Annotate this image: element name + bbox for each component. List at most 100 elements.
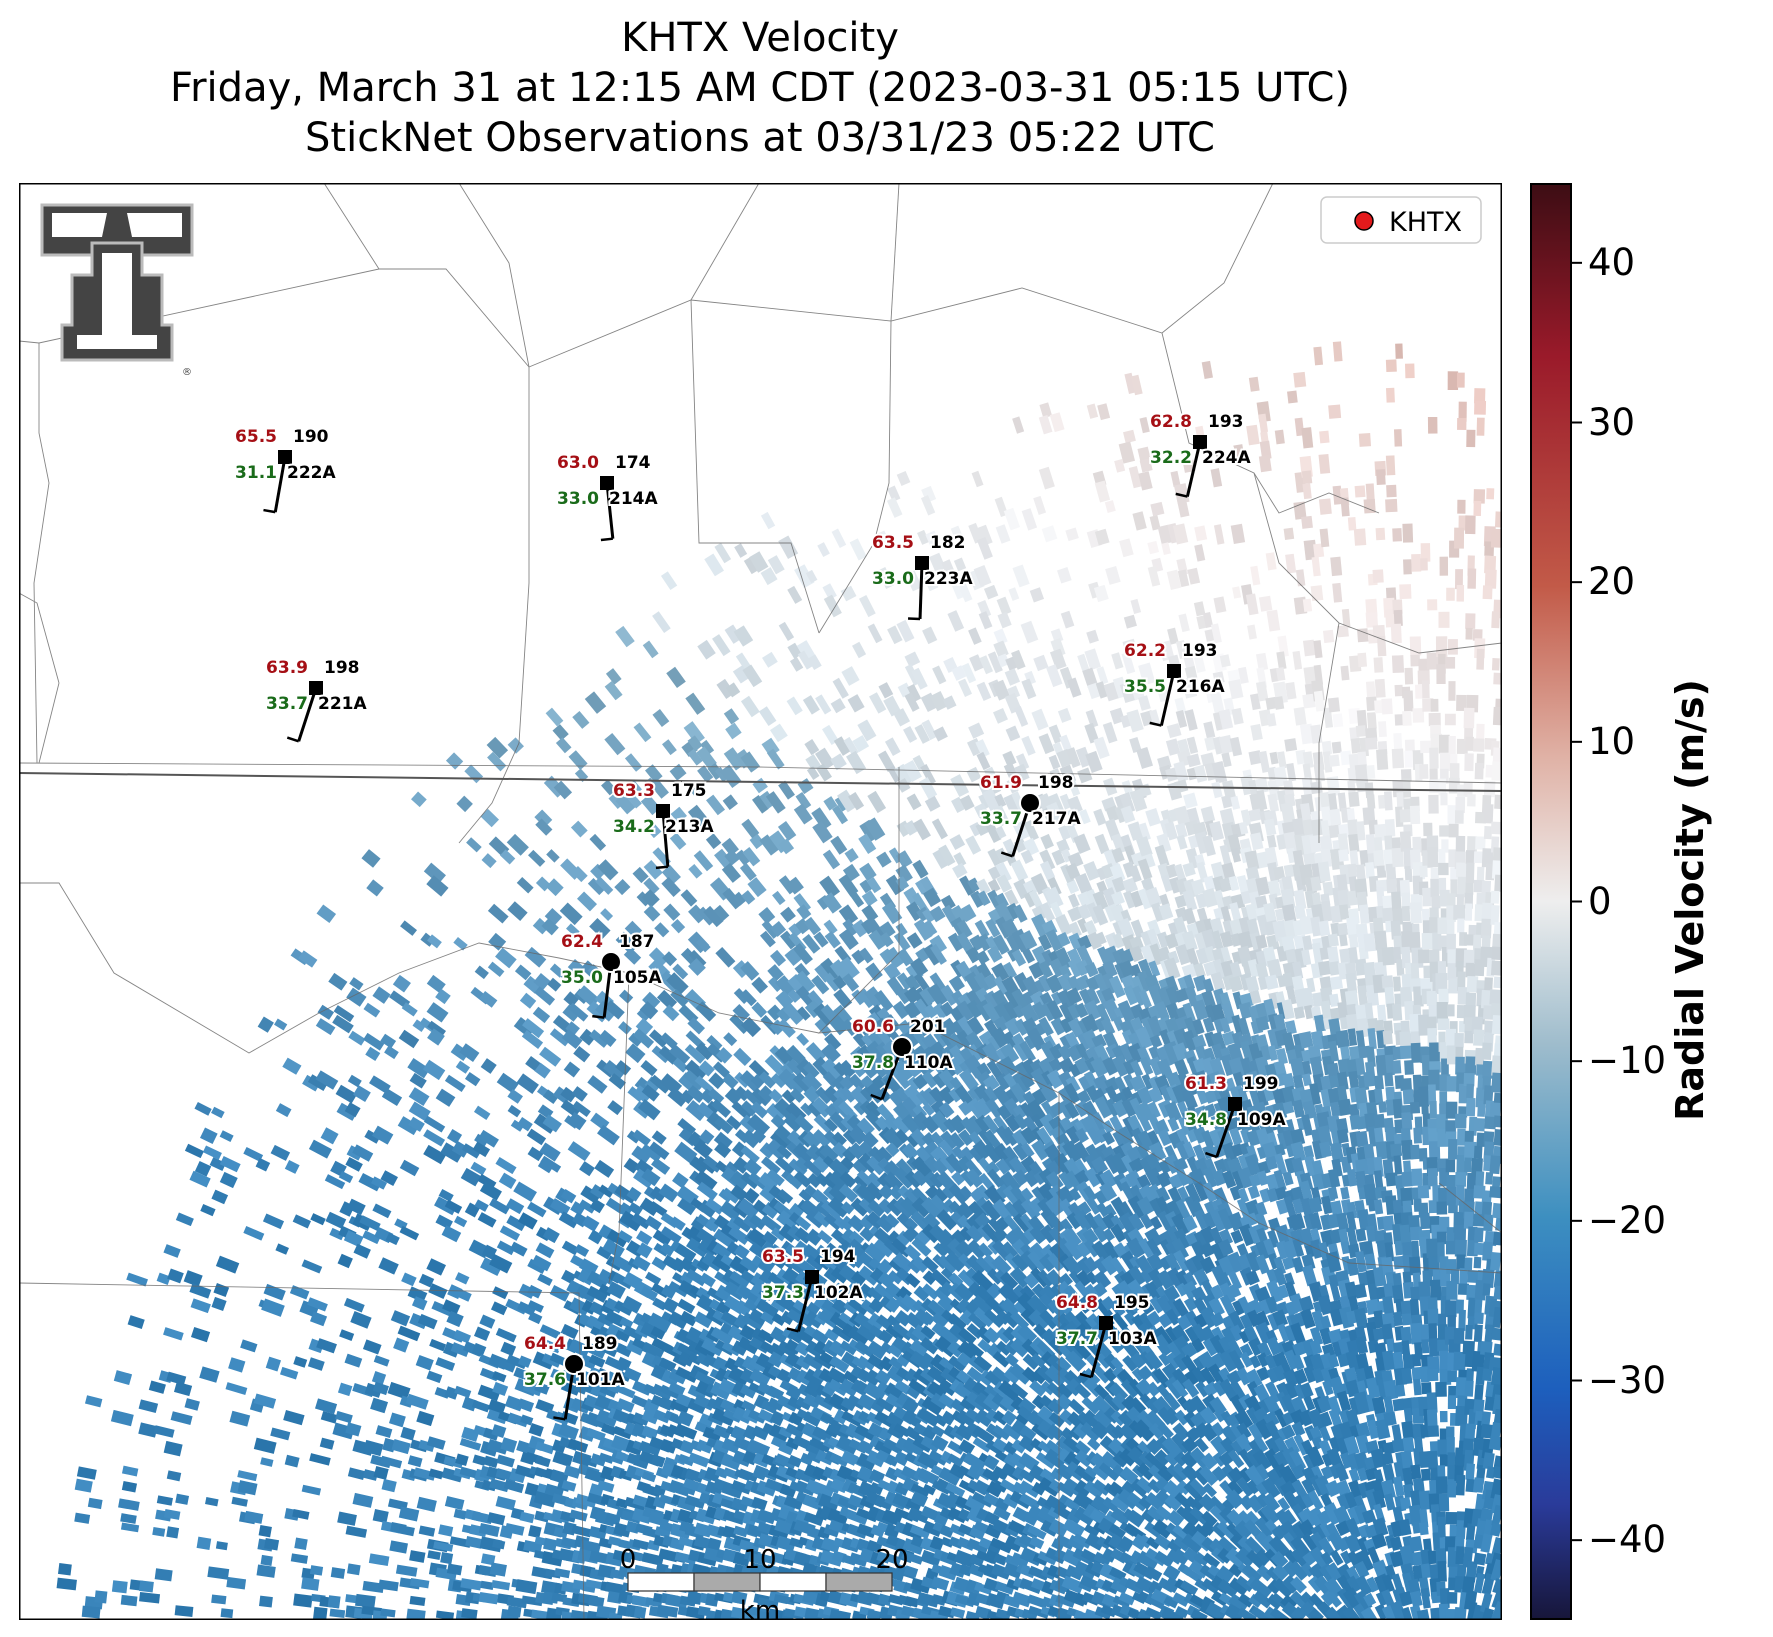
station-id: 109A [1237, 1110, 1286, 1130]
colorbar-tick: 20 [1588, 560, 1636, 604]
station-214A[interactable]: 63.0 174 33.0 214A [555, 451, 660, 542]
map-subtitle-time: Friday, March 31 at 12:15 AM CDT (2023-0… [170, 65, 1350, 111]
station-wind-direction: 190 [293, 427, 329, 447]
station-wind-direction: 201 [910, 1017, 946, 1037]
station-temperature: 64.8 [1056, 1293, 1098, 1313]
wind-barb [661, 810, 670, 867]
station-110A[interactable]: 60.6 201 37.8 110A [850, 1015, 955, 1101]
station-id: 216A [1176, 677, 1225, 697]
station-temperature: 65.5 [235, 427, 277, 447]
map-subtitle-obs: StickNet Observations at 03/31/23 05:22 … [305, 115, 1215, 161]
station-temperature: 60.6 [852, 1017, 894, 1037]
station-wind-direction: 189 [582, 1334, 618, 1354]
station-temperature: 63.9 [266, 658, 308, 678]
station-222A[interactable]: 65.5 190 31.1 222A [233, 425, 338, 514]
station-marker [1019, 792, 1041, 814]
station-dewpoint: 32.2 [1150, 448, 1192, 468]
station-dewpoint: 37.3 [762, 1283, 804, 1303]
station-dewpoint: 37.7 [1056, 1329, 1098, 1349]
texas-tech-logo: ® [40, 203, 194, 378]
station-dewpoint: 37.6 [524, 1370, 566, 1390]
station-temperature: 63.5 [762, 1247, 804, 1267]
station-id: 101A [576, 1370, 625, 1390]
station-id: 222A [287, 463, 336, 483]
station-id: 223A [924, 569, 973, 589]
station-109A[interactable]: 61.3 199 34.8 109A [1183, 1072, 1288, 1159]
station-dewpoint: 33.7 [266, 694, 308, 714]
station-temperature: 63.0 [557, 453, 599, 473]
station-temperature: 62.2 [1124, 641, 1166, 661]
station-temperature: 61.9 [980, 773, 1022, 793]
station-217A[interactable]: 61.9 198 33.7 217A [978, 771, 1083, 858]
station-temperature: 63.3 [613, 781, 655, 801]
radar-velocity-field [56, 341, 1502, 1620]
colorbar-tick: 30 [1588, 400, 1636, 444]
station-102A[interactable]: 63.5 194 37.3 102A [760, 1245, 865, 1333]
station-dewpoint: 34.2 [613, 817, 655, 837]
station-224A[interactable]: 62.8 193 32.2 224A [1148, 410, 1253, 498]
station-marker [1193, 435, 1207, 449]
station-temperature: 61.3 [1185, 1074, 1227, 1094]
legend-label: KHTX [1389, 207, 1462, 238]
station-101A[interactable]: 64.4 189 37.6 101A [522, 1332, 627, 1421]
wind-barb [1185, 441, 1202, 497]
station-wind-direction: 182 [930, 533, 966, 553]
colorbar-tick: 40 [1588, 240, 1636, 284]
station-221A[interactable]: 63.9 198 33.7 221A [264, 656, 369, 743]
station-105A[interactable]: 62.4 187 35.0 105A [559, 930, 664, 1019]
station-marker [600, 951, 622, 973]
station-id: 214A [609, 489, 658, 509]
radar-map[interactable]: ® KHTX 0 10 20 km 65.5 190 31.1 222A 63.0 174… [19, 183, 1502, 1620]
station-marker [600, 476, 614, 490]
station-wind-direction: 174 [615, 453, 651, 473]
wind-barb [1159, 670, 1176, 726]
map-title: KHTX Velocity [621, 15, 899, 61]
wind-barb [297, 687, 318, 742]
station-marker [805, 1270, 819, 1284]
station-marker [278, 450, 292, 464]
station-wind-direction: 193 [1208, 412, 1244, 432]
station-103A[interactable]: 64.8 195 37.7 103A [1054, 1291, 1159, 1379]
station-dewpoint: 33.7 [980, 809, 1022, 829]
colorbar-tick: −20 [1588, 1198, 1667, 1242]
station-marker [563, 1353, 585, 1375]
station-wind-direction: 193 [1182, 641, 1218, 661]
colorbar-tick: −10 [1588, 1039, 1667, 1083]
colorbar-tick: 10 [1588, 719, 1636, 763]
station-wind-direction: 199 [1243, 1074, 1279, 1094]
station-dewpoint: 35.0 [561, 968, 603, 988]
station-wind-direction: 194 [820, 1247, 856, 1267]
scale-tick-0: 0 [620, 1545, 637, 1575]
station-marker [309, 681, 323, 695]
station-dewpoint: 31.1 [235, 463, 277, 483]
station-wind-direction: 195 [1114, 1293, 1150, 1313]
scale-unit: km [740, 1596, 780, 1620]
colorbar-tick: 0 [1588, 879, 1612, 923]
station-marker [1099, 1316, 1113, 1330]
station-temperature: 64.4 [524, 1334, 566, 1354]
colorbar-tick: −40 [1588, 1518, 1667, 1562]
station-temperature: 63.5 [872, 533, 914, 553]
station-dewpoint: 34.8 [1185, 1110, 1227, 1130]
station-id: 103A [1108, 1329, 1157, 1349]
station-223A[interactable]: 63.5 182 33.0 223A [870, 531, 975, 621]
scale-bar: 0 10 20 km [620, 1545, 909, 1620]
station-wind-direction: 198 [1038, 773, 1074, 793]
colorbar-label: Radial Velocity (m/s) [1668, 679, 1712, 1121]
station-216A[interactable]: 62.2 193 35.5 216A [1122, 639, 1227, 727]
wind-barb [605, 482, 615, 539]
station-dewpoint: 37.8 [852, 1053, 894, 1073]
wind-barb [918, 562, 924, 620]
station-213A[interactable]: 63.3 175 34.2 213A [611, 779, 716, 870]
station-dewpoint: 35.5 [1124, 677, 1166, 697]
scale-tick-10: 10 [743, 1545, 776, 1575]
station-id: 102A [814, 1283, 863, 1303]
station-marker [656, 804, 670, 818]
legend-marker [1354, 211, 1374, 231]
colorbar-tick: −30 [1588, 1358, 1667, 1402]
station-marker [915, 556, 929, 570]
station-marker [1167, 664, 1181, 678]
wind-barb [796, 1276, 814, 1332]
station-wind-direction: 198 [324, 658, 360, 678]
station-temperature: 62.4 [561, 932, 603, 952]
